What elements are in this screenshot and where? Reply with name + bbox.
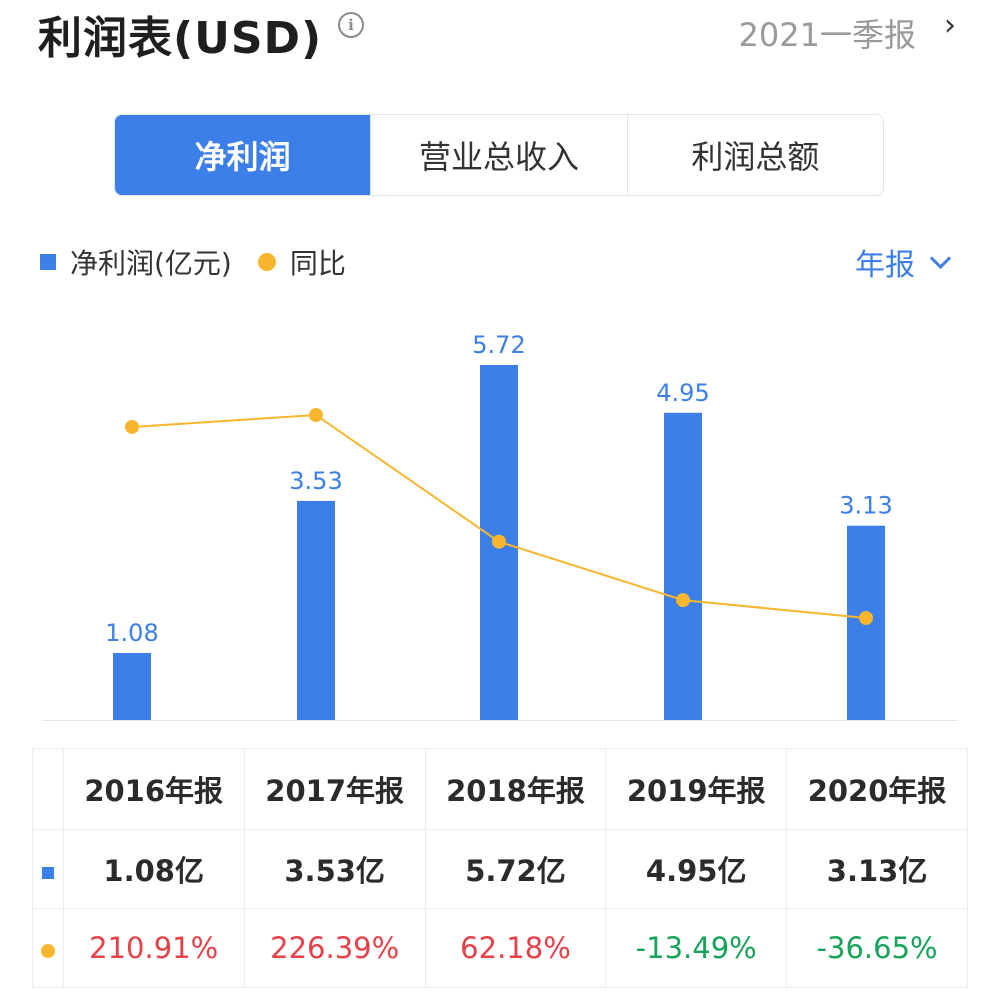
table-cell-yoy: 210.91% (62, 908, 245, 988)
table-cell-yoy: -13.49% (605, 908, 788, 988)
bar-value-label: 3.13 (839, 492, 892, 520)
table-cell-value: 5.72亿 (424, 829, 607, 909)
chevron-down-icon (929, 247, 952, 269)
table-header-cell: 2019年报 (605, 748, 788, 830)
bar-marker-icon (41, 867, 54, 879)
table-header-row: 2016年报 2017年报 2018年报 2019年报 2020年报 (32, 748, 968, 830)
tab-total-profit[interactable]: 利润总额 (626, 115, 883, 195)
legend-line-marker (257, 253, 276, 271)
header: 利润表(USD) i 2021一季报 › (0, 0, 1000, 64)
bar-value-label: 1.08 (105, 619, 158, 647)
table-cell-yoy: 226.39% (243, 908, 426, 988)
table-row-yoy: 210.91% 226.39% 62.18% -13.49% -36.65% (32, 908, 968, 988)
bar (297, 500, 335, 720)
yoy-point (309, 408, 323, 422)
table-cell-yoy: 62.18% (424, 908, 607, 988)
chart-legend: 净利润(亿元) 同比 (40, 242, 346, 282)
period-select-label: 年报 (855, 248, 915, 283)
table-header-cell: 2020年报 (786, 748, 968, 830)
table-header-cell: 2016年报 (62, 748, 245, 830)
bar (113, 652, 151, 720)
row-bar-marker (32, 829, 64, 909)
table-cell-yoy: -36.65% (786, 908, 968, 988)
metric-tabs: 净利润 营业总收入 利润总额 (114, 114, 884, 196)
net-profit-chart: 1.08 3.53 5.72 4.95 3.13 (42, 331, 958, 721)
table-corner-cell (32, 748, 64, 830)
table-cell-value: 1.08亿 (62, 829, 245, 909)
bar (664, 412, 702, 720)
period-select[interactable]: 年报 (855, 242, 952, 283)
page-title: 利润表(USD) (38, 13, 323, 64)
yoy-point (859, 611, 873, 625)
bar-value-label: 3.53 (289, 467, 342, 495)
table-header-cell: 2018年报 (424, 748, 607, 830)
data-table: 2016年报 2017年报 2018年报 2019年报 2020年报 1.08亿… (32, 748, 968, 988)
report-period[interactable]: 2021一季报 (738, 16, 916, 54)
legend-bar-label: 净利润(亿元) (70, 247, 232, 280)
chevron-right-icon[interactable]: › (944, 8, 956, 43)
legend-bar-marker (40, 254, 56, 270)
tab-total-revenue[interactable]: 营业总收入 (370, 115, 626, 195)
yoy-point (125, 419, 139, 434)
row-line-marker (32, 908, 64, 988)
line-marker-icon (40, 944, 55, 958)
bar-value-label: 5.72 (472, 331, 525, 359)
table-cell-value: 3.13亿 (786, 829, 968, 909)
yoy-point (492, 534, 506, 549)
yoy-point (676, 593, 690, 608)
info-icon[interactable]: i (338, 12, 364, 38)
table-cell-value: 3.53亿 (243, 829, 426, 909)
legend-line-label: 同比 (289, 247, 346, 280)
tab-net-profit[interactable]: 净利润 (115, 115, 371, 195)
table-row-net-profit: 1.08亿 3.53亿 5.72亿 4.95亿 3.13亿 (32, 829, 968, 909)
table-cell-value: 4.95亿 (605, 829, 788, 909)
table-header-cell: 2017年报 (243, 748, 426, 830)
bar-value-label: 4.95 (656, 379, 709, 407)
